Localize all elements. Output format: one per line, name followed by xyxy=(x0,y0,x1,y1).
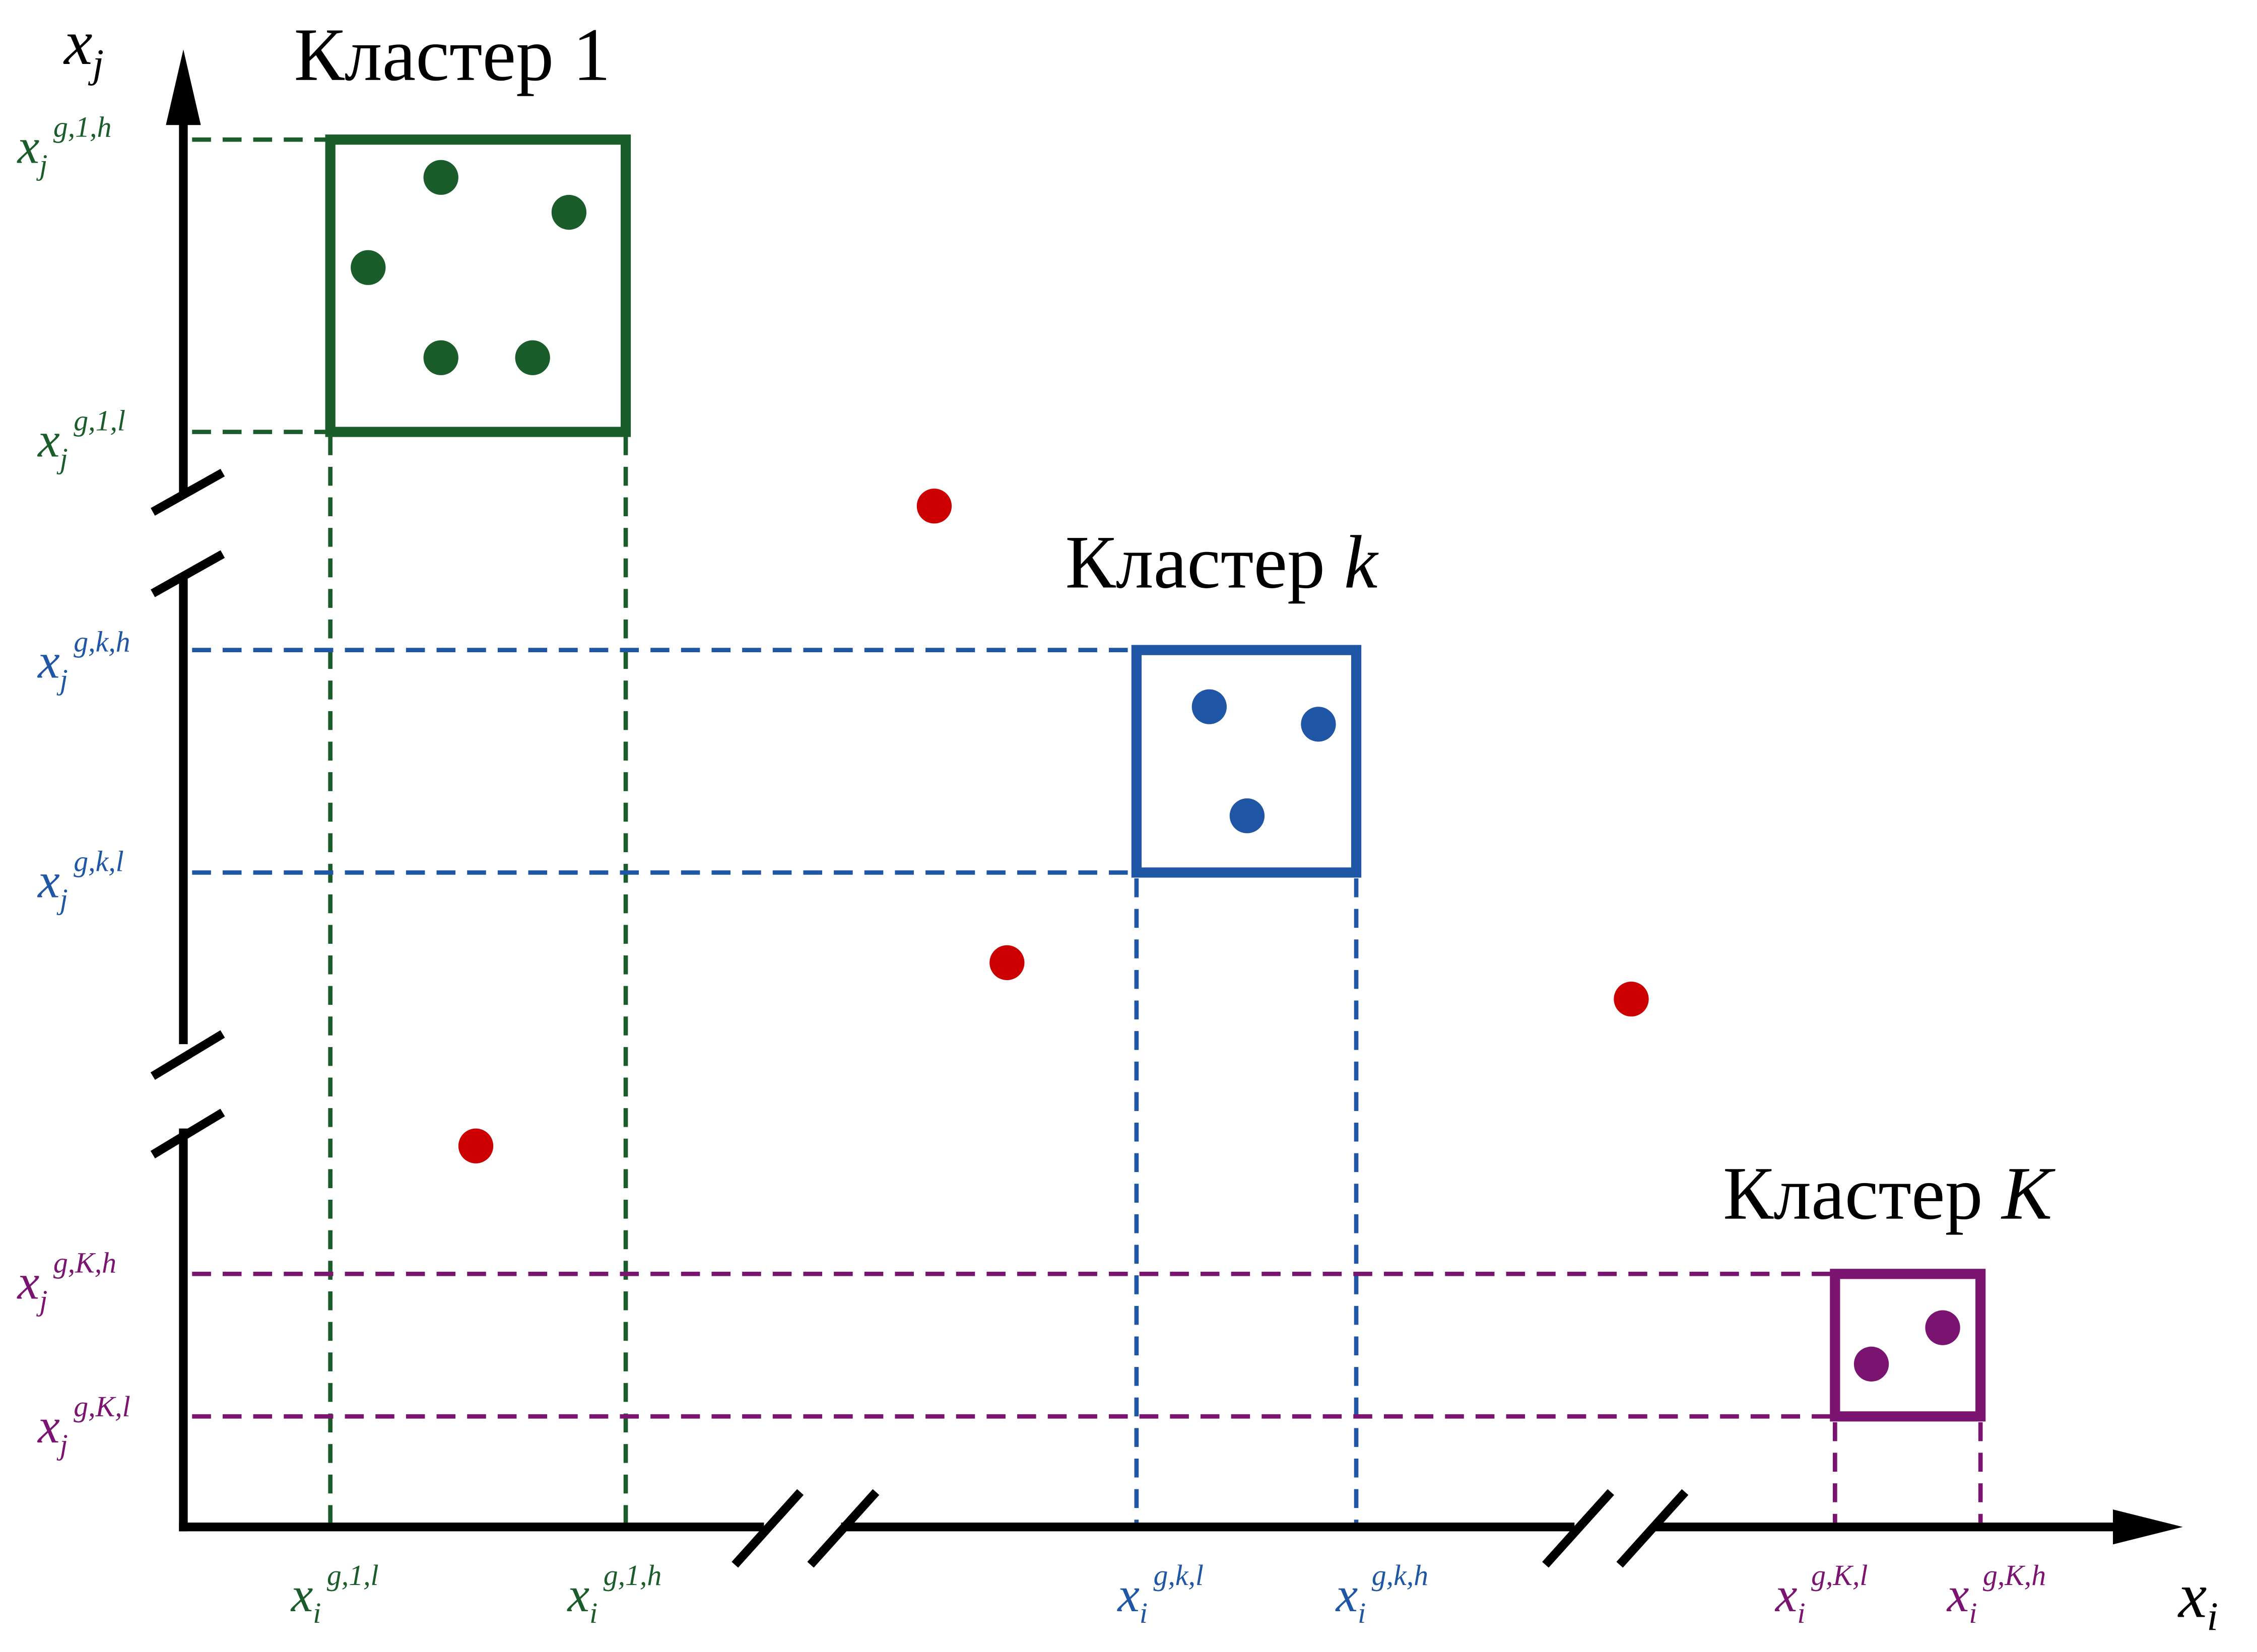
cluster-K-point xyxy=(1853,1346,1889,1382)
axes xyxy=(150,90,2137,1568)
cluster-k-x-high-label: xig,k,h xyxy=(1335,1560,1428,1629)
y-axis-break-mark xyxy=(151,468,225,516)
x-axis-break-mark xyxy=(732,1489,804,1568)
cluster-k-y-high-label: xjg,k,h xyxy=(37,627,130,696)
cluster-1-point xyxy=(551,194,587,230)
y-axis-arrowhead xyxy=(166,49,201,125)
x-axis-break-mark xyxy=(807,1489,880,1568)
y-axis-label: xj xyxy=(63,8,104,86)
cluster-k-point xyxy=(1191,689,1227,724)
outlier-points xyxy=(458,489,1649,1163)
cluster-1: Кластер 1 xjg,1,h xjg,1,l xig,1,l xig,1,… xyxy=(17,13,662,1629)
cluster-K-point xyxy=(1925,1310,1960,1345)
cluster-K-box xyxy=(1830,1269,1986,1422)
cluster-1-box xyxy=(325,134,631,437)
x-axis-break-mark xyxy=(1616,1489,1689,1568)
cluster-1-point xyxy=(423,160,458,195)
cluster-1-point xyxy=(351,250,386,285)
cluster-k-x-low-label: xig,k,l xyxy=(1116,1560,1204,1629)
cluster-K-title: Кластер K xyxy=(1723,1152,2055,1235)
cluster-k-point xyxy=(1229,798,1265,834)
cluster-K-y-high-label: xjg,K,h xyxy=(17,1247,116,1317)
cluster-1-x-high-label: xig,1,h xyxy=(566,1560,661,1629)
y-axis-break-mark xyxy=(151,550,225,597)
cluster-1-x-low-label: xig,1,l xyxy=(290,1560,379,1629)
cluster-1-title: Кластер 1 xyxy=(294,13,610,97)
cluster-1-y-low-label: xjg,1,l xyxy=(37,405,125,475)
cluster-1-y-high-label: xjg,1,h xyxy=(17,111,112,181)
y-axis-break-mark xyxy=(150,1030,225,1080)
outlier-point xyxy=(916,489,952,524)
x-axis-label: xi xyxy=(2177,1561,2218,1639)
cluster-K: Кластер K xjg,K,h xjg,K,l xig,K,l xig,K,… xyxy=(17,1152,2056,1630)
x-axis-arrowhead xyxy=(2113,1509,2183,1545)
outlier-point xyxy=(1614,981,1649,1017)
cluster-1-point xyxy=(423,340,458,375)
cluster-K-y-low-label: xjg,K,l xyxy=(37,1391,130,1461)
cluster-k-point xyxy=(1301,707,1336,742)
cluster-k-box xyxy=(1131,645,1362,878)
cluster-k-title: Кластер k xyxy=(1065,521,1378,604)
outlier-point xyxy=(989,945,1025,981)
outlier-point xyxy=(458,1128,494,1163)
cluster-k: Кластер k xjg,k,h xjg,k,l xig,k,l xig,k,… xyxy=(37,521,1428,1630)
cluster-K-x-low-label: xig,K,l xyxy=(1774,1560,1868,1629)
cluster-1-point xyxy=(515,340,550,375)
cluster-k-y-low-label: xjg,k,l xyxy=(37,846,124,916)
x-axis-break-mark xyxy=(1542,1489,1614,1568)
y-axis-break-mark xyxy=(150,1109,225,1158)
cluster-K-x-high-label: xig,K,h xyxy=(1946,1560,2046,1629)
